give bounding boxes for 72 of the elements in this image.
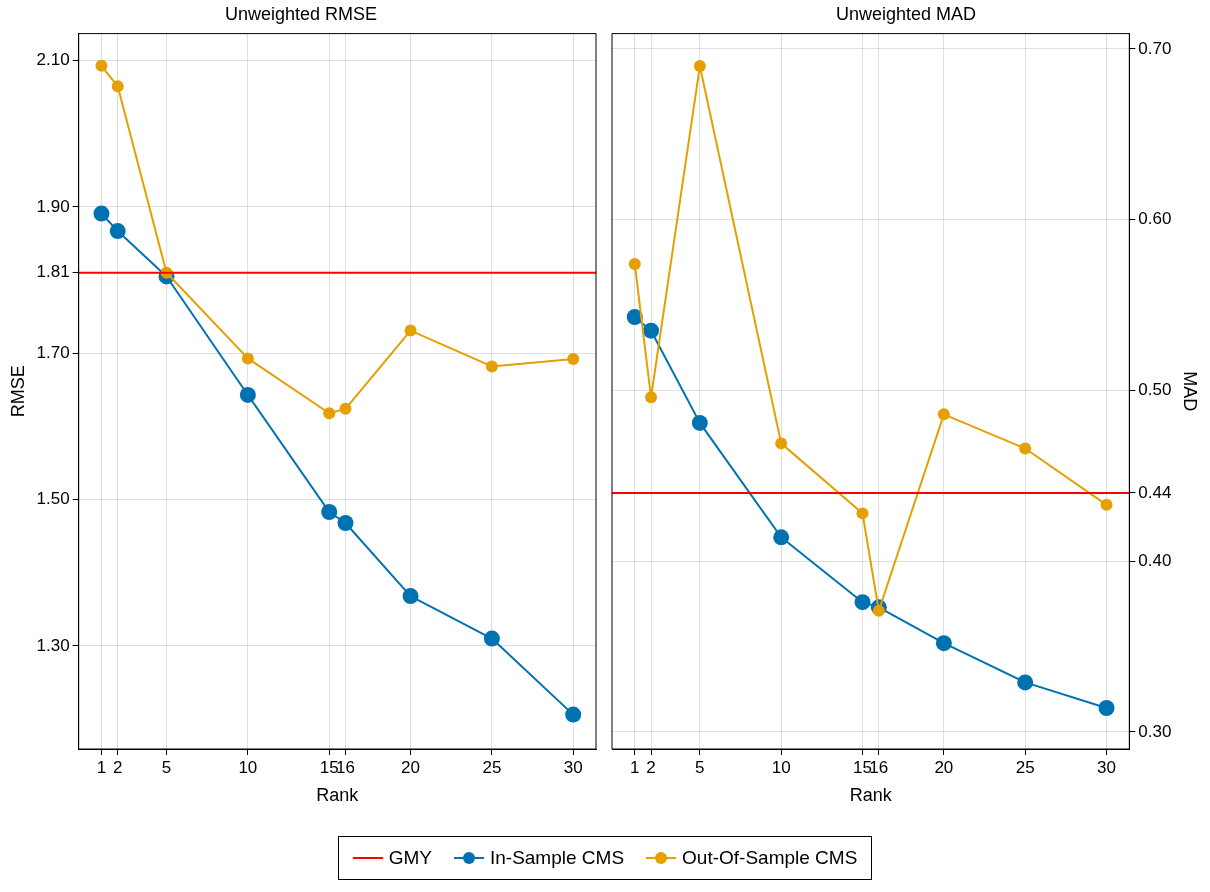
- x-tick-label: 20: [401, 757, 421, 777]
- point: [402, 588, 419, 605]
- point: [775, 437, 788, 450]
- x-tick-label: 1: [630, 757, 640, 777]
- legend-label: In-Sample CMS: [489, 847, 625, 869]
- x-tick-label: 10: [771, 757, 791, 777]
- y-tick-label: 1.50: [36, 489, 70, 509]
- y-axis-title: RMSE: [7, 365, 28, 418]
- x-tick-label: 30: [563, 757, 583, 777]
- point: [404, 324, 417, 337]
- legend-label: Out-Of-Sample CMS: [682, 847, 858, 869]
- x-tick-label: 5: [161, 757, 172, 777]
- x-axis-title: Rank: [849, 785, 893, 806]
- x-tick-label: 16: [336, 757, 355, 777]
- point: [321, 504, 338, 520]
- point: [95, 59, 108, 72]
- point: [337, 514, 354, 531]
- point: [239, 386, 256, 403]
- x-tick-label: 25: [1015, 757, 1035, 777]
- point: [241, 352, 254, 365]
- x-tick-label: 30: [1097, 757, 1116, 777]
- point: [109, 223, 126, 240]
- y2-tick-label: 0.30: [1138, 721, 1172, 741]
- y-tick-label: 1.30: [36, 635, 70, 655]
- point: [1017, 674, 1034, 691]
- y-tick-label: 1.70: [36, 342, 70, 362]
- point: [1019, 442, 1032, 455]
- point: [856, 507, 869, 520]
- point: [565, 706, 582, 723]
- point: [567, 353, 580, 366]
- point: [323, 407, 336, 420]
- point: [935, 635, 952, 652]
- y-tick-label: 1.81: [36, 262, 70, 282]
- x-tick-label: 20: [934, 757, 954, 777]
- point: [1098, 700, 1115, 717]
- x-tick-label: 15: [853, 757, 872, 777]
- y2-tick-label: 0.50: [1138, 380, 1172, 400]
- point: [854, 594, 871, 611]
- point: [645, 391, 658, 404]
- y2-tick-label: 0.60: [1138, 209, 1172, 229]
- y2-tick-label: 0.70: [1138, 38, 1172, 58]
- chart-title: Unweighted MAD: [835, 3, 977, 24]
- point: [691, 414, 708, 431]
- point: [485, 360, 498, 373]
- point: [628, 258, 641, 271]
- point: [693, 60, 706, 73]
- x-tick-label: 5: [695, 757, 705, 777]
- y2-tick-label: 0.40: [1138, 550, 1172, 570]
- legend-label: GMY: [388, 847, 432, 869]
- x-axis-title: Rank: [316, 785, 360, 806]
- x-tick-label: 15: [319, 757, 339, 777]
- y2-tick-label: 0.44: [1138, 482, 1172, 502]
- point: [643, 322, 660, 339]
- point: [93, 205, 110, 222]
- point: [872, 604, 885, 617]
- point: [483, 630, 500, 647]
- y-tick-label: 1.90: [36, 196, 70, 216]
- chart-title: Unweighted RMSE: [224, 3, 378, 24]
- point: [1100, 498, 1113, 511]
- x-tick-label: 16: [869, 757, 889, 777]
- y-tick-label: 2.10: [36, 50, 70, 70]
- x-tick-label: 10: [238, 757, 258, 777]
- x-tick-label: 2: [646, 757, 656, 777]
- y2-axis-title: MAD: [1180, 371, 1201, 412]
- x-tick-label: 1: [96, 757, 107, 777]
- point: [111, 80, 124, 93]
- x-tick-label: 25: [482, 757, 502, 777]
- point: [626, 309, 643, 326]
- x-tick-label: 2: [113, 757, 123, 777]
- point: [937, 408, 950, 421]
- point: [773, 529, 790, 546]
- point: [339, 402, 352, 415]
